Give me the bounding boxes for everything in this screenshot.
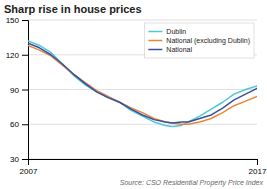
tick-label: 2017 [249,167,267,176]
tick: 2017 [249,159,267,176]
tick: 30 [10,155,28,164]
tick: 150 [6,16,28,25]
tick: 2007 [20,159,38,176]
grid [28,20,257,159]
tick-label: 60 [10,120,19,129]
legend-swatch [148,40,162,42]
tick-label: 30 [10,155,19,164]
grid-line [28,124,257,125]
grid-line [28,20,257,21]
x-axis: 2007 2017 [20,159,267,176]
tick-label: 120 [6,51,20,60]
tick: 60 [10,120,28,129]
tick: 90 [10,86,28,95]
tick: 120 [6,51,28,60]
source-note: Source: CSO Residential Property Price I… [120,179,264,187]
tick-mark [22,55,28,56]
tick-label: 2007 [20,167,38,176]
title: Sharp rise in house prices [4,3,142,15]
legend-label: Dublin [166,28,186,35]
tick-mark [22,20,28,21]
legend-label: National (excluding Dublin) [166,37,250,45]
plot: 2007 2017 30 60 90 120 150 Dublin National (excl… [6,16,267,176]
tick-mark [22,159,28,160]
grid-line [28,89,257,90]
axis-line [29,160,258,166]
tick-mark [22,124,28,125]
legend-swatch [148,49,162,51]
legend-swatch [148,31,162,33]
legend-box [144,23,254,58]
tick-label: 90 [10,86,19,95]
tick-mark [257,159,258,165]
y-axis: 30 60 90 120 150 [6,16,29,164]
tick-label: 150 [6,16,20,25]
axis-line [22,21,29,160]
legend-label: National [166,46,192,53]
tick-mark [22,90,28,91]
chart: 2007 2017 30 60 90 120 150 Dublin National (excl… [0,0,267,189]
legend: Dublin National (excluding Dublin)Nationa… [144,23,254,58]
